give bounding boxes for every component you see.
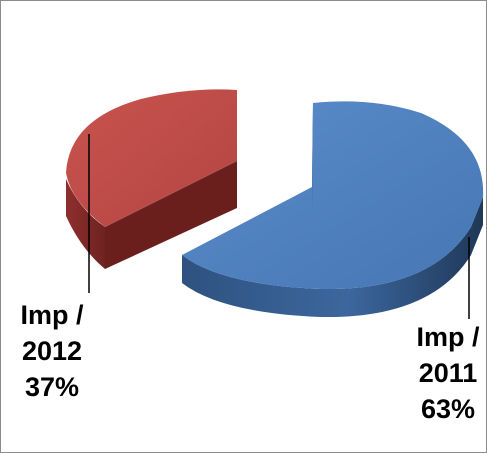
slice-2012: [66, 89, 237, 269]
data-label-2011-percent: 63%: [420, 394, 476, 424]
slice-2011-side: [182, 197, 483, 318]
slice-2012-top: [66, 89, 237, 228]
slice-2012-side: [66, 179, 105, 269]
data-label-2012-line2: 2012: [21, 336, 83, 366]
slice-2011-top: [182, 101, 484, 290]
data-label-2011-line2: 2011: [418, 358, 478, 388]
slice-2012-cut-face: [105, 161, 237, 269]
data-label-2012: Imp / 2012 37%: [9, 297, 95, 405]
data-label-2011: Imp / 2011 63%: [409, 319, 487, 427]
slice-2011-cut-face: [312, 103, 313, 213]
data-label-2011-line1: Imp /: [416, 322, 480, 352]
data-label-2012-line1: Imp /: [20, 300, 84, 330]
slice-2011: [182, 101, 484, 318]
data-label-2012-percent: 37%: [24, 372, 80, 402]
